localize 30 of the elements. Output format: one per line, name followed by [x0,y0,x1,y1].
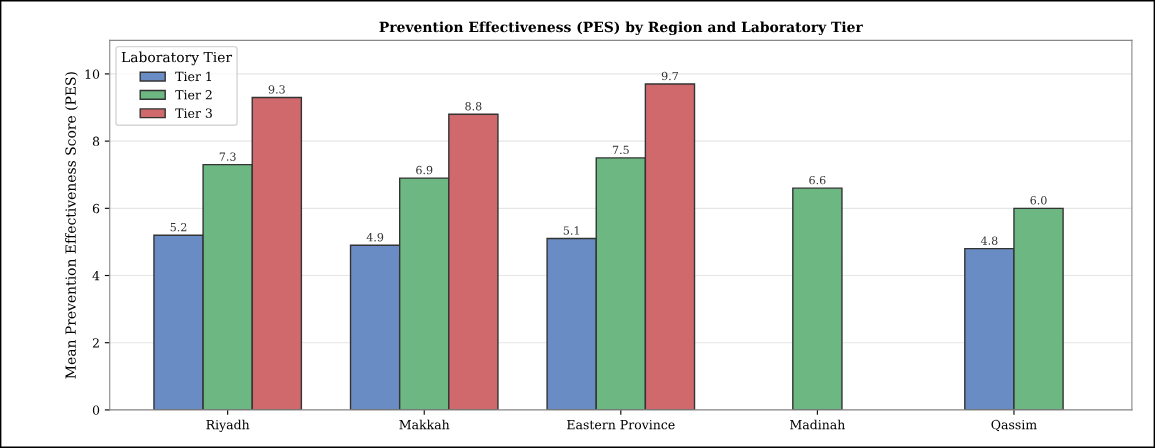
data-label: 8.8 [465,102,482,111]
y-tick-label: 4 [92,270,100,281]
legend-title: Laboratory Tier [121,51,233,66]
data-label: 4.9 [366,233,384,242]
y-tick-label: 8 [92,136,100,147]
x-tick-label: Madinah [790,419,845,430]
x-tick-label: Eastern Province [567,419,675,430]
x-tick-label: Riyadh [206,419,250,432]
y-tick-label: 2 [92,338,99,348]
legend-label: Tier 1 [175,71,212,82]
data-label: 5.1 [563,226,579,235]
legend-label: Tier 3 [175,108,212,118]
bar [792,187,843,410]
x-tick-label: Qassim [991,419,1037,432]
x-tick-label: Makkah [399,419,450,430]
data-label: 6.6 [809,175,826,185]
data-label: 9.7 [661,71,678,81]
chart-title: Prevention Effectiveness (PES) by Region and Laboratory Tier [379,21,863,36]
y-tick-label: 0 [92,405,100,415]
data-label: 5.2 [170,222,187,232]
data-label: 6.9 [416,165,433,175]
y-axis-title: Mean Prevention Effectiveness Score (PES) [65,72,78,379]
y-tick-label: 10 [85,69,100,79]
y-tick-label: 6 [92,203,100,214]
data-label: 6.0 [1030,196,1047,205]
data-label: 7.3 [219,152,236,161]
data-label: 4.8 [980,236,998,245]
data-label: 9.3 [268,85,285,94]
data-label: 7.5 [612,145,629,155]
legend-label: Tier 2 [175,90,212,100]
